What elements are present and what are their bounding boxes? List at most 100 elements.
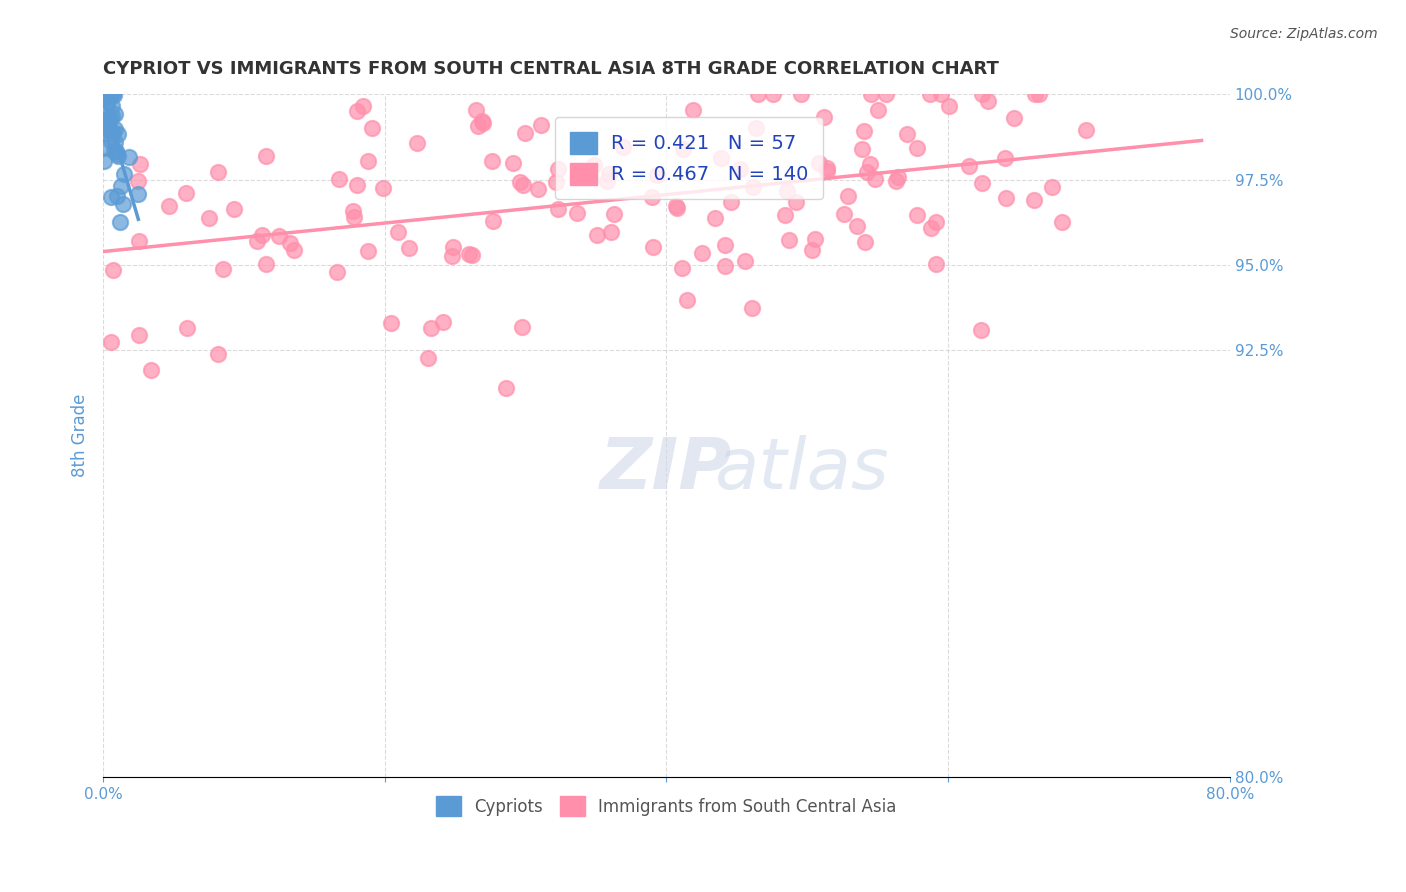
Point	[346, 178, 368, 192]
Point	[342, 203, 364, 218]
Point	[813, 110, 835, 124]
Point	[103, 144, 125, 158]
Point	[326, 264, 349, 278]
Point	[1024, 87, 1046, 102]
Point	[107, 127, 129, 141]
Point	[471, 114, 494, 128]
Point	[578, 169, 600, 183]
Point	[884, 174, 907, 188]
Point	[1002, 111, 1025, 125]
Point	[207, 165, 229, 179]
Point	[778, 233, 800, 247]
Point	[105, 189, 128, 203]
Point	[745, 120, 768, 135]
Point	[676, 293, 699, 307]
Point	[94, 112, 117, 127]
Point	[512, 178, 534, 192]
Point	[645, 168, 668, 182]
Point	[734, 254, 756, 268]
Point	[599, 225, 621, 239]
Point	[547, 202, 569, 216]
Point	[837, 188, 859, 202]
Point	[612, 140, 634, 154]
Point	[356, 244, 378, 258]
Point	[357, 153, 380, 168]
Point	[710, 151, 733, 165]
Point	[815, 164, 838, 178]
Point	[970, 323, 993, 337]
Point	[246, 234, 269, 248]
Point	[93, 87, 115, 102]
Point	[804, 232, 827, 246]
Point	[595, 174, 617, 188]
Point	[472, 115, 495, 129]
Point	[467, 120, 489, 134]
Point	[91, 87, 114, 102]
Point	[458, 247, 481, 261]
Point	[100, 134, 122, 148]
Point	[104, 145, 127, 159]
Point	[856, 164, 879, 178]
Point	[441, 240, 464, 254]
Point	[98, 89, 121, 103]
Point	[509, 175, 531, 189]
Point	[586, 228, 609, 243]
Point	[96, 127, 118, 141]
Point	[502, 156, 524, 170]
Legend: Cypriots, Immigrants from South Central Asia: Cypriots, Immigrants from South Central …	[429, 789, 903, 823]
Point	[815, 161, 838, 175]
Point	[800, 243, 823, 257]
Point	[544, 175, 567, 189]
Point	[94, 100, 117, 114]
Point	[108, 215, 131, 229]
Point	[672, 142, 695, 156]
Y-axis label: 8th Grade: 8th Grade	[72, 394, 89, 477]
Point	[852, 124, 875, 138]
Point	[96, 114, 118, 128]
Point	[101, 109, 124, 123]
Point	[887, 169, 910, 184]
Point	[666, 201, 689, 215]
Point	[465, 103, 488, 118]
Point	[416, 351, 439, 366]
Point	[641, 190, 664, 204]
Point	[100, 99, 122, 113]
Text: Source: ZipAtlas.com: Source: ZipAtlas.com	[1230, 27, 1378, 41]
Point	[93, 87, 115, 102]
Text: CYPRIOT VS IMMIGRANTS FROM SOUTH CENTRAL ASIA 8TH GRADE CORRELATION CHART: CYPRIOT VS IMMIGRANTS FROM SOUTH CENTRAL…	[103, 60, 1000, 78]
Point	[98, 87, 121, 102]
Point	[510, 319, 533, 334]
Point	[851, 142, 873, 156]
Point	[159, 199, 181, 213]
Point	[682, 103, 704, 117]
Point	[254, 148, 277, 162]
Point	[100, 335, 122, 350]
Point	[128, 328, 150, 343]
Point	[406, 136, 429, 150]
Point	[104, 122, 127, 136]
Point	[269, 229, 291, 244]
Point	[859, 157, 882, 171]
Point	[128, 234, 150, 248]
Point	[582, 158, 605, 172]
Point	[567, 206, 589, 220]
Point	[100, 124, 122, 138]
Point	[846, 219, 869, 234]
Point	[100, 87, 122, 102]
Point	[773, 207, 796, 221]
Point	[938, 99, 960, 113]
Point	[957, 160, 980, 174]
Point	[905, 208, 928, 222]
Point	[530, 118, 553, 132]
Point	[98, 121, 121, 136]
Point	[931, 87, 953, 102]
Text: atlas: atlas	[714, 435, 889, 504]
Point	[460, 248, 482, 262]
Point	[1074, 123, 1097, 137]
Point	[352, 99, 374, 113]
Point	[481, 153, 503, 168]
Point	[94, 121, 117, 136]
Point	[94, 87, 117, 102]
Point	[920, 220, 942, 235]
Point	[98, 113, 121, 128]
